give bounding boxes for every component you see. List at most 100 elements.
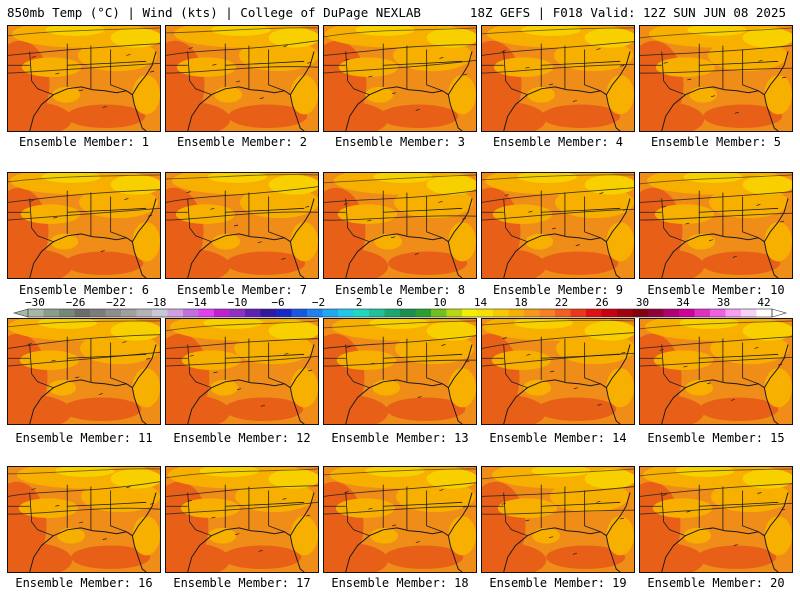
ensemble-member-label: Ensemble Member: 8 bbox=[334, 283, 466, 297]
colorbar-swatch bbox=[353, 309, 370, 317]
colorbar-swatch bbox=[260, 309, 277, 317]
colorbar-left-arrow bbox=[12, 308, 29, 318]
ensemble-member-label: Ensemble Member: 1 bbox=[18, 135, 150, 149]
ensemble-member-map-3 bbox=[323, 25, 477, 132]
colorbar-tick-label: −14 bbox=[187, 296, 207, 309]
ensemble-member-label: Ensemble Member: 6 bbox=[18, 283, 150, 297]
colorbar-swatch bbox=[539, 309, 556, 317]
ensemble-member-label: Ensemble Member: 5 bbox=[650, 135, 782, 149]
ensemble-member-map-12 bbox=[165, 318, 319, 425]
colorbar-swatch bbox=[229, 309, 246, 317]
header-right-valid-time: 18Z GEFS | F018 Valid: 12Z SUN JUN 08 20… bbox=[469, 5, 786, 20]
colorbar-swatch bbox=[74, 309, 91, 317]
ensemble-member-label: Ensemble Member: 10 bbox=[647, 283, 785, 297]
ensemble-member-map-17 bbox=[165, 466, 319, 573]
colorbar-swatch bbox=[59, 309, 75, 317]
colorbar-swatch bbox=[43, 309, 60, 317]
colorbar-swatch bbox=[663, 309, 680, 317]
ensemble-member-map-14 bbox=[481, 318, 635, 425]
colorbar-tick-label: −2 bbox=[312, 296, 325, 309]
ensemble-member-map-1 bbox=[7, 25, 161, 132]
colorbar-swatch bbox=[198, 309, 215, 317]
ensemble-member-map-13 bbox=[323, 318, 477, 425]
colorbar-swatch bbox=[431, 309, 447, 317]
ensemble-member-label: Ensemble Member: 2 bbox=[176, 135, 308, 149]
colorbar-tick-label: 26 bbox=[595, 296, 608, 309]
ensemble-member-map-10 bbox=[639, 172, 793, 279]
colorbar-swatch bbox=[679, 309, 695, 317]
colorbar-tick-label: −22 bbox=[106, 296, 126, 309]
colorbar-tick-label: 42 bbox=[757, 296, 770, 309]
ensemble-member-label: Ensemble Member: 11 bbox=[15, 431, 153, 445]
ensemble-member-map-2 bbox=[165, 25, 319, 132]
ensemble-member-label: Ensemble Member: 19 bbox=[489, 576, 627, 590]
colorbar-tick-label: 10 bbox=[433, 296, 446, 309]
colorbar-swatch bbox=[648, 309, 664, 317]
colorbar-border bbox=[27, 308, 773, 318]
colorbar-swatch bbox=[322, 309, 339, 317]
colorbar-tick-label: 2 bbox=[356, 296, 363, 309]
colorbar-swatch bbox=[586, 309, 602, 317]
ensemble-member-map-8 bbox=[323, 172, 477, 279]
ensemble-member-label: Ensemble Member: 4 bbox=[492, 135, 624, 149]
ensemble-member-map-6 bbox=[7, 172, 161, 279]
ensemble-member-label: Ensemble Member: 12 bbox=[173, 431, 311, 445]
colorbar-swatch bbox=[462, 309, 478, 317]
ensemble-member-map-9 bbox=[481, 172, 635, 279]
colorbar-swatch bbox=[384, 309, 401, 317]
colorbar-tick-label: 22 bbox=[555, 296, 568, 309]
colorbar-tick-label: 6 bbox=[396, 296, 403, 309]
colorbar-tick-label: −6 bbox=[271, 296, 284, 309]
colorbar-swatch bbox=[725, 309, 742, 317]
colorbar-swatch bbox=[167, 309, 184, 317]
ensemble-member-map-19 bbox=[481, 466, 635, 573]
ensemble-member-label: Ensemble Member: 13 bbox=[331, 431, 469, 445]
colorbar-swatch bbox=[400, 309, 416, 317]
ensemble-member-label: Ensemble Member: 7 bbox=[176, 283, 308, 297]
colorbar-tick-label: −10 bbox=[228, 296, 248, 309]
colorbar-swatch bbox=[338, 309, 354, 317]
colorbar-tick-label: −30 bbox=[25, 296, 45, 309]
ensemble-member-label: Ensemble Member: 16 bbox=[15, 576, 153, 590]
ensemble-member-label: Ensemble Member: 17 bbox=[173, 576, 311, 590]
colorbar-swatch bbox=[710, 309, 726, 317]
colorbar-tick-label: 14 bbox=[474, 296, 488, 309]
colorbar-swatch bbox=[493, 309, 509, 317]
colorbar-tick-label: 18 bbox=[514, 296, 527, 309]
ensemble-member-label: Ensemble Member: 18 bbox=[331, 576, 469, 590]
header-left-title: 850mb Temp (°C) | Wind (kts) | College o… bbox=[7, 5, 421, 20]
colorbar-swatch bbox=[369, 309, 385, 317]
colorbar-swatch bbox=[415, 309, 432, 317]
colorbar-swatch bbox=[28, 309, 44, 317]
colorbar-swatch bbox=[105, 309, 122, 317]
colorbar-swatch bbox=[214, 309, 230, 317]
ensemble-member-map-15 bbox=[639, 318, 793, 425]
colorbar-swatch bbox=[291, 309, 308, 317]
colorbar-swatch bbox=[121, 309, 137, 317]
ensemble-member-label: Ensemble Member: 14 bbox=[489, 431, 627, 445]
colorbar-swatch bbox=[477, 309, 494, 317]
colorbar-swatch bbox=[694, 309, 711, 317]
colorbar-swatch bbox=[632, 309, 649, 317]
colorbar-tick-label: −26 bbox=[66, 296, 86, 309]
ensemble-member-label: Ensemble Member: 15 bbox=[647, 431, 785, 445]
ensemble-member-map-4 bbox=[481, 25, 635, 132]
colorbar-tick-label: 30 bbox=[636, 296, 649, 309]
ensemble-member-map-7 bbox=[165, 172, 319, 279]
ensemble-member-label: Ensemble Member: 9 bbox=[492, 283, 624, 297]
ensemble-member-map-5 bbox=[639, 25, 793, 132]
colorbar-swatch bbox=[756, 309, 773, 317]
colorbar-swatch bbox=[555, 309, 571, 317]
colorbar-swatch bbox=[276, 309, 292, 317]
colorbar-swatch bbox=[152, 309, 168, 317]
ensemble-member-map-18 bbox=[323, 466, 477, 573]
colorbar-swatch bbox=[601, 309, 618, 317]
colorbar-tick-label: 34 bbox=[676, 296, 690, 309]
colorbar-swatch bbox=[307, 309, 323, 317]
colorbar-swatch bbox=[570, 309, 587, 317]
colorbar-swatch bbox=[136, 309, 153, 317]
ensemble-member-map-20 bbox=[639, 466, 793, 573]
colorbar-swatch bbox=[524, 309, 540, 317]
colorbar-swatch bbox=[245, 309, 261, 317]
colorbar-swatch bbox=[508, 309, 525, 317]
